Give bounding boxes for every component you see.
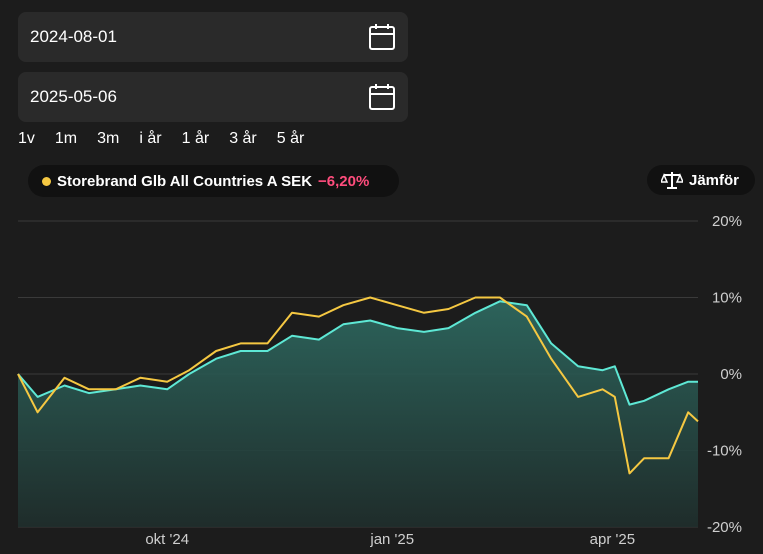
start-date-field[interactable]: 2024-08-01 <box>18 12 408 62</box>
end-date-field[interactable]: 2025-05-06 <box>18 72 408 122</box>
series-chip[interactable]: Storebrand Glb All Countries A SEK −6,20… <box>28 165 400 197</box>
range-ytd[interactable]: i år <box>139 130 162 147</box>
x-tick-label: okt '24 <box>145 531 189 548</box>
price-chart[interactable]: 20% 10% 0% -10% -20% okt '24 jan '25 apr '25 <box>0 205 763 554</box>
x-tick-label: apr '25 <box>590 531 635 548</box>
y-tick-label: 0% <box>720 366 742 383</box>
x-tick-label: jan '25 <box>369 531 414 548</box>
range-1y[interactable]: 1 år <box>181 130 210 147</box>
y-tick-label: -10% <box>707 443 742 460</box>
end-date-value: 2025-05-06 <box>30 87 117 106</box>
range-1v[interactable]: 1v <box>18 130 35 147</box>
index-area <box>18 301 698 527</box>
y-tick-label: 20% <box>712 213 742 230</box>
range-3m[interactable]: 3m <box>97 130 120 147</box>
calendar-icon[interactable] <box>368 23 396 51</box>
scale-icon <box>661 172 683 189</box>
calendar-icon[interactable] <box>368 83 396 111</box>
y-tick-label: 10% <box>712 290 742 307</box>
index-line <box>17 300 698 406</box>
start-date-value: 2024-08-01 <box>30 27 117 46</box>
fund-line <box>17 296 699 475</box>
compare-button[interactable]: Jämför <box>647 165 755 195</box>
range-selector: 1v 1m 3m i år 1 år 3 år 5 år <box>18 130 324 148</box>
range-3y[interactable]: 3 år <box>229 130 257 147</box>
series-name: Storebrand Glb All Countries A SEK <box>57 172 313 190</box>
compare-label: Jämför <box>689 171 740 189</box>
series-change: −6,20% <box>318 172 370 190</box>
range-1m[interactable]: 1m <box>54 130 78 147</box>
series-dot-icon <box>42 176 51 186</box>
y-tick-label: -20% <box>707 519 742 536</box>
range-5y[interactable]: 5 år <box>276 130 305 147</box>
